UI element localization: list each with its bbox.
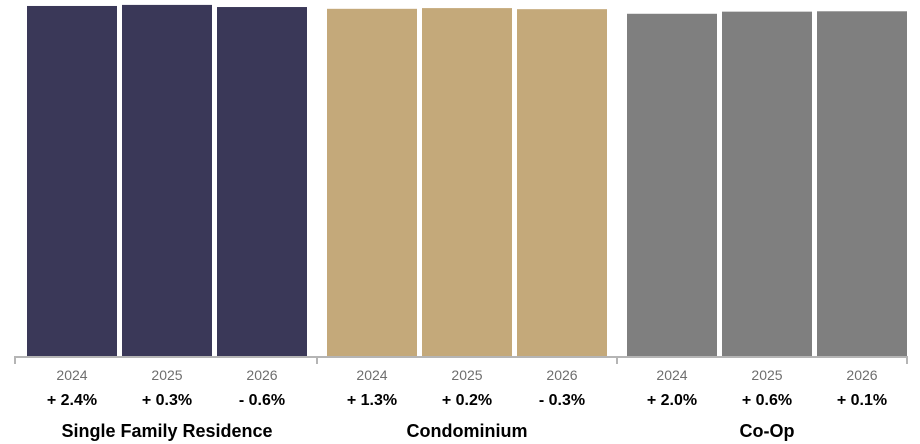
bar-single-family-residence-2025 xyxy=(122,4,212,357)
bar-single-family-residence-2026 xyxy=(217,7,307,356)
x-axis xyxy=(14,356,908,364)
change-label-single-family-residence-2024: + 2.4% xyxy=(47,392,97,409)
year-tick-label-condominium-2024: 2024 xyxy=(356,367,387,383)
bar-single-family-residence-2024 xyxy=(27,5,117,356)
group-label-condominium: Condominium xyxy=(407,421,528,441)
change-label-condominium-2025: + 0.2% xyxy=(442,392,492,409)
bar-condominium-2025 xyxy=(422,8,512,356)
year-tick-label-co-op-2024: 2024 xyxy=(656,367,687,383)
change-label-condominium-2026: - 0.3% xyxy=(539,392,585,409)
year-tick-label-condominium-2025: 2025 xyxy=(451,367,482,383)
change-label-co-op-2026: + 0.1% xyxy=(837,392,887,409)
bar-co-op-2026 xyxy=(817,11,907,356)
change-label-co-op-2024: + 2.0% xyxy=(647,392,697,409)
change-label-co-op-2025: + 0.6% xyxy=(742,392,792,409)
year-tick-label-co-op-2026: 2026 xyxy=(846,367,877,383)
year-tick-label-single-family-residence-2025: 2025 xyxy=(151,367,182,383)
change-label-single-family-residence-2025: + 0.3% xyxy=(142,392,192,409)
year-tick-label-single-family-residence-2024: 2024 xyxy=(56,367,87,383)
labels-layer: 98.6%2024+ 2.4%98.9%2025+ 0.3%98.3%2026-… xyxy=(47,0,887,441)
bar-co-op-2024 xyxy=(627,13,717,357)
year-tick-label-co-op-2025: 2025 xyxy=(751,367,782,383)
change-label-condominium-2024: + 1.3% xyxy=(347,392,397,409)
group-label-single-family-residence: Single Family Residence xyxy=(61,421,272,441)
bar-condominium-2024 xyxy=(327,8,417,357)
year-tick-label-single-family-residence-2026: 2026 xyxy=(246,367,277,383)
bar-condominium-2026 xyxy=(517,9,607,356)
value-label-co-op-2024: 96.4% xyxy=(645,0,699,1)
year-tick-label-condominium-2026: 2026 xyxy=(546,367,577,383)
change-label-single-family-residence-2026: - 0.6% xyxy=(239,392,285,409)
bars-layer xyxy=(27,4,907,357)
bar-co-op-2025 xyxy=(722,11,812,357)
group-label-co-op: Co-Op xyxy=(740,421,795,441)
